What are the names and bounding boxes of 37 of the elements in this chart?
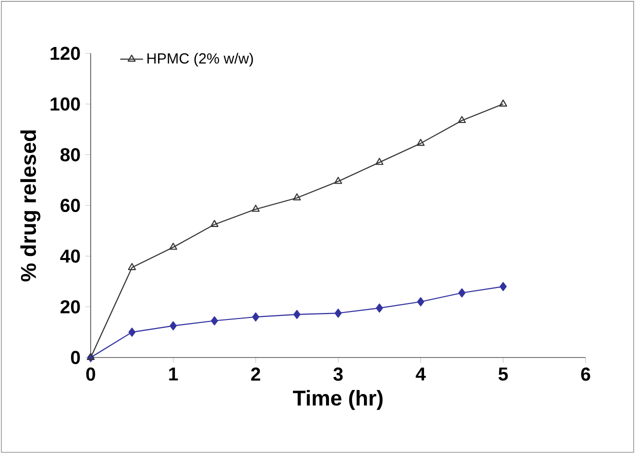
y-tick-label: 40 <box>60 250 80 263</box>
point <box>458 116 466 124</box>
y-tick-label: 80 <box>60 148 80 162</box>
point <box>210 316 218 326</box>
point <box>417 297 424 307</box>
y-tick-label: 60 <box>60 199 80 212</box>
x-axis-title: Time (hr) <box>292 390 383 410</box>
point <box>292 194 301 201</box>
point <box>293 310 300 320</box>
point <box>170 322 177 331</box>
point <box>416 139 425 146</box>
point <box>376 304 383 313</box>
legend-label: HPMC (2% w/w) <box>147 53 253 67</box>
y-tick-label: 120 <box>50 46 80 60</box>
point <box>128 328 136 337</box>
x-tick-label: 5 <box>498 368 508 381</box>
y-tick-label: 0 <box>71 351 80 364</box>
point <box>252 204 260 212</box>
point <box>500 282 507 292</box>
point <box>334 308 342 318</box>
y-tick-label: 20 <box>60 300 80 314</box>
x-tick-label: 2 <box>251 368 260 381</box>
x-tick-label: 0 <box>86 368 96 382</box>
x-tick-label: 6 <box>581 368 590 382</box>
point <box>458 288 466 298</box>
point <box>252 312 260 322</box>
point <box>210 220 218 228</box>
x-tick-label: 4 <box>416 368 426 381</box>
point <box>334 177 342 184</box>
point <box>375 158 384 166</box>
x-tick-label: 3 <box>333 368 343 382</box>
point <box>169 242 178 250</box>
point <box>499 100 508 107</box>
point <box>128 263 136 270</box>
y-tick-label: 100 <box>50 98 80 111</box>
y-axis-title: % drug relesed <box>20 130 40 282</box>
x-tick-label: 1 <box>169 368 178 381</box>
